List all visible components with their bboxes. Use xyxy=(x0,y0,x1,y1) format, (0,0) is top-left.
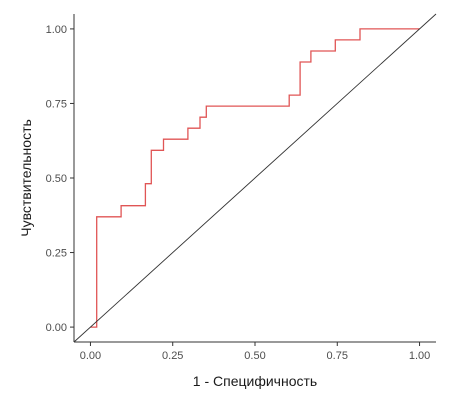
x-tick-label: 0.75 xyxy=(327,350,348,362)
x-axis-title: 1 - Специфичность xyxy=(193,373,317,389)
x-tick-label: 0.50 xyxy=(244,350,265,362)
y-tick-label: 0.50 xyxy=(46,173,67,185)
x-tick-label: 1.00 xyxy=(409,350,430,362)
y-tick-label: 1.00 xyxy=(46,24,67,36)
y-axis-ticks: 0.00 0.25 0.50 0.75 1.00 xyxy=(46,24,74,334)
y-axis-title: Чувствительность xyxy=(18,119,34,237)
reference-diagonal-line xyxy=(73,13,437,343)
x-tick-label: 0.00 xyxy=(80,350,101,362)
x-axis-ticks: 0.00 0.25 0.50 0.75 1.00 xyxy=(80,342,430,362)
y-tick-label: 0.25 xyxy=(46,248,67,260)
y-tick-label: 0.00 xyxy=(46,322,67,334)
x-tick-label: 0.25 xyxy=(162,350,183,362)
y-tick-label: 0.75 xyxy=(46,98,67,110)
plot-lines xyxy=(73,13,437,343)
roc-curve-line xyxy=(90,28,420,328)
